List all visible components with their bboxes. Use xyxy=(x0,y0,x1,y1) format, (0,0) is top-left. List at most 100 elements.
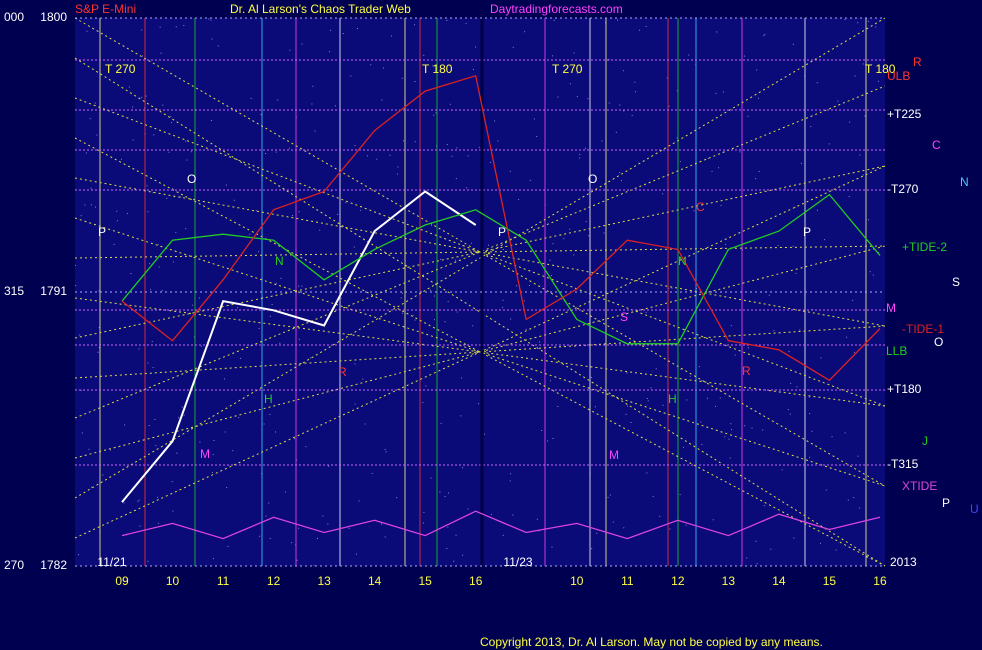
speckle xyxy=(147,560,149,562)
speckle xyxy=(835,549,837,551)
speckle xyxy=(78,554,80,556)
speckle xyxy=(269,315,271,317)
speckle xyxy=(168,151,170,153)
speckle xyxy=(79,334,81,336)
speckle xyxy=(269,537,271,539)
speckle xyxy=(401,77,403,79)
speckle xyxy=(432,65,434,67)
speckle xyxy=(259,535,261,537)
speckle xyxy=(721,247,723,249)
speckle xyxy=(211,471,213,473)
speckle xyxy=(536,518,538,520)
x-tick-label: 14 xyxy=(368,574,382,588)
speckle xyxy=(557,405,559,407)
speckle xyxy=(541,429,543,431)
speckle xyxy=(650,387,652,389)
speckle xyxy=(487,244,489,246)
speckle xyxy=(96,134,98,136)
speckle xyxy=(329,51,331,53)
annotation: P xyxy=(942,496,950,510)
speckle xyxy=(103,231,105,233)
speckle xyxy=(509,170,511,172)
speckle xyxy=(467,508,469,510)
chart-title: Dr. Al Larson's Chaos Trader Web xyxy=(230,2,411,16)
speckle xyxy=(412,314,414,316)
speckle xyxy=(466,187,468,189)
speckle xyxy=(576,96,578,98)
speckle xyxy=(536,136,538,138)
angle-line xyxy=(74,165,886,339)
speckle xyxy=(668,105,670,107)
speckle xyxy=(809,413,811,415)
speckle xyxy=(330,190,332,192)
speckle xyxy=(553,19,555,21)
speckle xyxy=(724,436,726,438)
speckle xyxy=(867,219,869,221)
speckle xyxy=(401,292,403,294)
speckle xyxy=(152,367,154,369)
speckle xyxy=(781,469,783,471)
speckle xyxy=(751,427,753,429)
speckle xyxy=(552,437,554,439)
speckle xyxy=(569,228,571,230)
speckle xyxy=(547,440,549,442)
speckle xyxy=(852,299,854,301)
speckle xyxy=(516,285,518,287)
annotation: C xyxy=(932,138,941,152)
speckle xyxy=(434,295,435,297)
speckle xyxy=(178,417,180,419)
speckle xyxy=(170,116,172,118)
angle-label: 000 xyxy=(4,10,24,24)
angle-label: 315 xyxy=(4,284,24,298)
speckle xyxy=(312,85,314,87)
annotation: J xyxy=(922,434,928,448)
speckle xyxy=(269,413,271,415)
speckle xyxy=(233,199,235,201)
angle-line xyxy=(74,17,886,487)
speckle xyxy=(509,480,511,482)
speckle xyxy=(397,166,399,168)
speckle xyxy=(354,363,356,365)
site: Daytradingforecasts.com xyxy=(490,2,623,16)
speckle xyxy=(689,375,691,377)
speckle xyxy=(768,294,770,296)
angle-line xyxy=(74,17,886,499)
speckle xyxy=(262,297,264,299)
speckle xyxy=(789,413,791,415)
speckle xyxy=(84,204,86,206)
speckle xyxy=(293,438,295,440)
speckle xyxy=(455,534,457,536)
speckle xyxy=(159,26,161,28)
speckle xyxy=(90,204,92,206)
speckle xyxy=(176,452,178,454)
speckle xyxy=(630,422,632,424)
speckle xyxy=(279,342,281,344)
speckle xyxy=(857,22,859,24)
speckle xyxy=(433,319,435,321)
speckle xyxy=(81,432,83,434)
speckle xyxy=(210,120,212,122)
speckle xyxy=(489,161,491,163)
speckle xyxy=(75,264,77,266)
speckle xyxy=(456,147,458,149)
speckle xyxy=(716,31,718,33)
annotation: T 270 xyxy=(105,62,136,76)
speckle xyxy=(319,229,321,231)
speckle xyxy=(447,526,449,528)
speckle xyxy=(311,103,313,105)
speckle xyxy=(425,385,427,387)
speckle xyxy=(157,244,159,246)
speckle xyxy=(828,143,830,145)
annotation: N xyxy=(678,254,687,268)
speckle xyxy=(864,115,866,117)
speckle xyxy=(646,398,648,400)
speckle xyxy=(715,92,717,94)
speckle xyxy=(811,430,813,432)
speckle xyxy=(739,151,741,153)
angle-line xyxy=(74,57,886,567)
speckle xyxy=(744,425,746,427)
speckle xyxy=(98,347,100,349)
speckle xyxy=(573,254,575,256)
speckle xyxy=(188,180,190,182)
speckle xyxy=(676,90,678,92)
